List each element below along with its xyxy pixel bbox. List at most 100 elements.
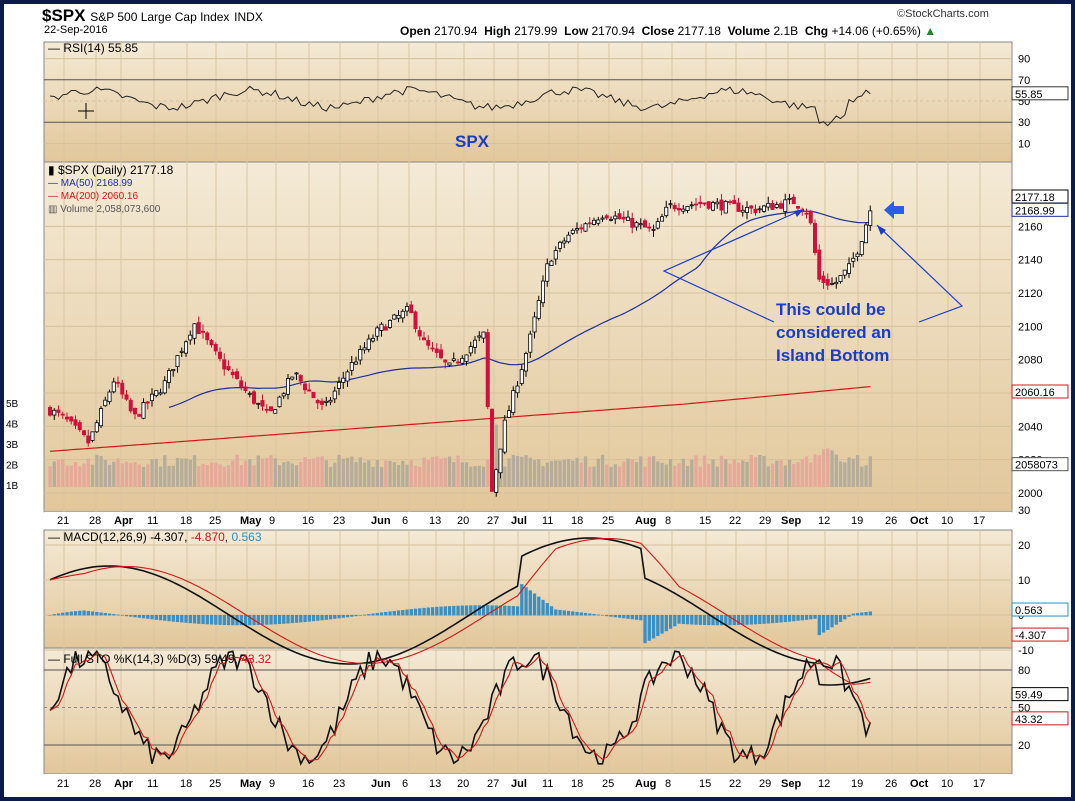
x-tick-label: 13 — [429, 515, 441, 527]
symbol-title: $SPX S&P 500 Large Cap Index INDX — [42, 6, 263, 26]
macd-hist-bar — [758, 615, 762, 625]
volume-bar — [65, 465, 69, 487]
sto-k-label-box — [1011, 687, 1069, 702]
macd-hist-bar — [311, 615, 316, 622]
candle-body — [621, 216, 626, 220]
price-tick-label: 2160 — [1018, 221, 1042, 233]
macd-hist-bar — [333, 615, 337, 619]
x-tick-label: 15 — [699, 778, 711, 790]
macd-hist-bar — [460, 605, 464, 616]
ma200-value-label: 2060.16 — [1015, 387, 1055, 399]
volume-bar — [154, 458, 158, 487]
macd-hist-bar — [154, 615, 158, 620]
macd-hist-bar — [413, 608, 418, 616]
volume-bar — [609, 466, 613, 487]
macd-hist-bar — [469, 605, 473, 616]
volume-bar — [239, 465, 243, 487]
macd-hist-bar — [78, 610, 82, 616]
volume-bar — [821, 449, 826, 487]
candle-body — [400, 310, 405, 319]
macd-hist-bar — [209, 615, 214, 625]
candle-body — [251, 391, 256, 404]
candle-body — [247, 392, 252, 395]
x-tick-label: 19 — [851, 778, 863, 790]
candle-body — [694, 203, 699, 206]
chg-value: +14.06 (+0.65%) — [831, 24, 921, 38]
volume-bar — [596, 458, 600, 487]
x-tick-label: Apr — [114, 778, 134, 790]
ma50-line — [168, 210, 871, 408]
candle-body — [107, 391, 112, 403]
volume-bar — [56, 459, 61, 487]
macd-hist-bar — [90, 611, 95, 616]
candle-body — [528, 333, 533, 353]
x-tick-label: 26 — [885, 515, 897, 527]
candle-body — [443, 359, 448, 363]
volume-bar — [473, 465, 477, 487]
x-tick-label: 20 — [457, 778, 469, 790]
macd-hist-bar — [605, 615, 609, 617]
volume-bar — [796, 462, 800, 487]
volume-bar — [222, 466, 226, 487]
macd-hist-bar — [707, 615, 711, 626]
macd-hist-bar — [239, 615, 243, 626]
macd-hist-bar — [430, 607, 435, 616]
macd-hist-bar — [766, 615, 770, 624]
volume-bar — [269, 455, 273, 487]
macd-tick-label: 30 — [1018, 505, 1030, 517]
macd-tick-label: 20 — [1018, 540, 1030, 552]
volume-bar — [507, 458, 511, 487]
symbol: $SPX — [42, 6, 86, 25]
macd-hist-bar — [545, 603, 549, 616]
candle-body — [307, 389, 312, 392]
volume-bar — [775, 460, 779, 487]
volume-bar — [583, 456, 588, 487]
candle-body — [643, 220, 648, 228]
candle-body — [90, 431, 95, 441]
candle-body — [298, 375, 303, 382]
candle-body — [396, 315, 401, 319]
candle-body — [69, 416, 74, 422]
candle-body — [685, 205, 690, 211]
volume-bar — [439, 458, 443, 487]
candle-body — [749, 205, 754, 209]
macd-hist-bar — [609, 615, 613, 617]
x-tick-label: 22 — [729, 778, 741, 790]
arrow-head-icon — [877, 225, 886, 235]
volume-bar — [124, 461, 129, 487]
macd-panel — [43, 529, 1013, 649]
candle-body — [592, 219, 597, 225]
candle-body — [566, 234, 571, 243]
volume-bar — [626, 458, 630, 487]
volume-bar — [817, 455, 821, 487]
volume-bar — [647, 456, 651, 487]
macd-legend-v1: -4.307 — [150, 530, 185, 544]
volume-bar — [209, 462, 214, 487]
macd-hist-bar — [762, 615, 766, 624]
macd-hist-bar — [192, 615, 197, 624]
axis-labels: 9070503010216021402120210020802060204020… — [6, 54, 1069, 790]
sto-legend-name: Full STO %K(14,3) %D(3) — [63, 652, 202, 666]
volume-bar — [226, 465, 231, 487]
macd-hist-bar — [48, 615, 52, 616]
x-tick-label: Jul — [511, 515, 527, 527]
candle-body — [341, 377, 346, 383]
volume-bar — [116, 458, 120, 487]
macd-hist-bar — [367, 614, 371, 616]
x-tick-label: 6 — [402, 515, 408, 527]
macd-line — [49, 537, 871, 686]
macd-hist-bar — [613, 615, 617, 618]
volume-bar — [167, 465, 171, 487]
spx-annotation: SPX — [455, 132, 490, 151]
volume-bar — [205, 464, 209, 487]
rsi-tick-label: 70 — [1018, 75, 1030, 87]
volume-bar — [107, 465, 112, 487]
macd-hist-bar — [864, 611, 868, 616]
macd-hist-bar — [592, 614, 596, 616]
candle-body — [689, 204, 694, 207]
volume-bar — [736, 462, 741, 487]
grid-lines — [44, 42, 1012, 774]
price-legend: ▮ $SPX (Daily) 2177.18 — MA(50) 2168.99 … — [48, 164, 173, 216]
macd-hist-bar — [316, 615, 320, 621]
macd-hist-bar — [56, 613, 61, 616]
